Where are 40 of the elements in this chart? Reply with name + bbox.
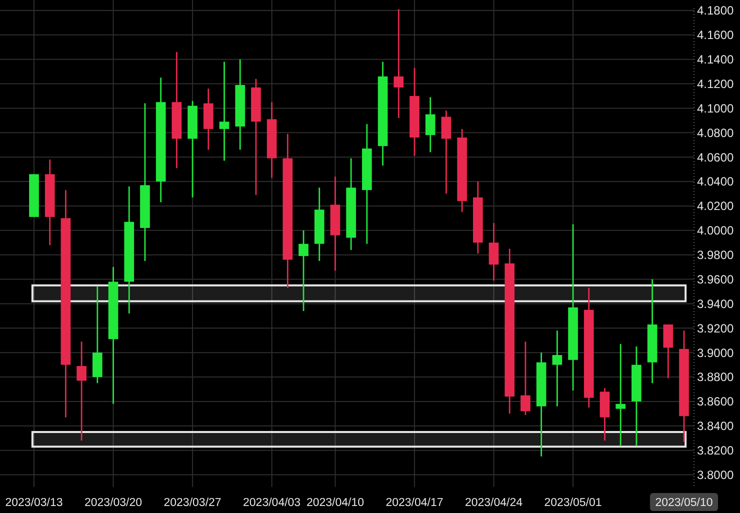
x-tick-label: 2023/04/03: [243, 497, 301, 509]
y-tick-label: 3.9000: [697, 346, 734, 360]
y-tick-label: 4.0600: [697, 150, 734, 164]
x-tick-label: 2023/05/01: [544, 497, 602, 509]
y-tick-label: 3.8400: [697, 419, 734, 434]
candlestick: [552, 330, 562, 408]
x-tick-label: 2023/03/20: [84, 497, 142, 509]
y-tick-label: 3.9200: [697, 321, 734, 336]
candlestick: [219, 61, 230, 162]
candlestick: [441, 110, 452, 194]
y-tick-label: 3.9800: [697, 248, 734, 262]
y-tick-label: 4.1000: [697, 101, 734, 116]
y-tick-label: 4.1600: [697, 28, 734, 42]
y-tick-label: 3.9400: [697, 296, 734, 311]
y-tick-label: 3.8600: [697, 394, 734, 409]
candlestick: [488, 222, 499, 282]
y-tick-label: 3.9600: [697, 272, 734, 286]
y-tick-label: 4.0200: [697, 199, 734, 214]
candlestick: [616, 343, 626, 446]
y-tick-label: 4.1800: [697, 4, 734, 18]
y-tick-label: 3.8000: [697, 468, 734, 482]
x-tick-label: 2023/04/10: [306, 497, 364, 509]
y-tick-label: 4.0400: [697, 174, 734, 189]
y-tick-label: 4.1400: [697, 52, 734, 67]
y-tick-label: 3.8200: [697, 444, 734, 458]
candlestick: [663, 324, 674, 379]
candlestick: [76, 340, 86, 442]
y-tick-label: 4.1200: [697, 76, 734, 91]
y-tick-label: 4.0800: [697, 126, 734, 140]
candlestick: [298, 230, 308, 312]
x-tick-label: 2023/04/24: [464, 497, 524, 509]
candlestick: [425, 96, 436, 153]
candlestick: [394, 8, 404, 119]
x-tick-label: 2023/05/10: [655, 497, 713, 509]
candlestick: [520, 340, 530, 416]
x-tick-label: 2023/03/27: [164, 497, 222, 509]
x-tick-label: 2023/04/17: [386, 497, 444, 509]
x-tick-label: 2023/03/13: [5, 497, 63, 509]
y-tick-label: 4.0000: [697, 224, 734, 238]
y-tick-label: 3.8800: [697, 370, 734, 384]
